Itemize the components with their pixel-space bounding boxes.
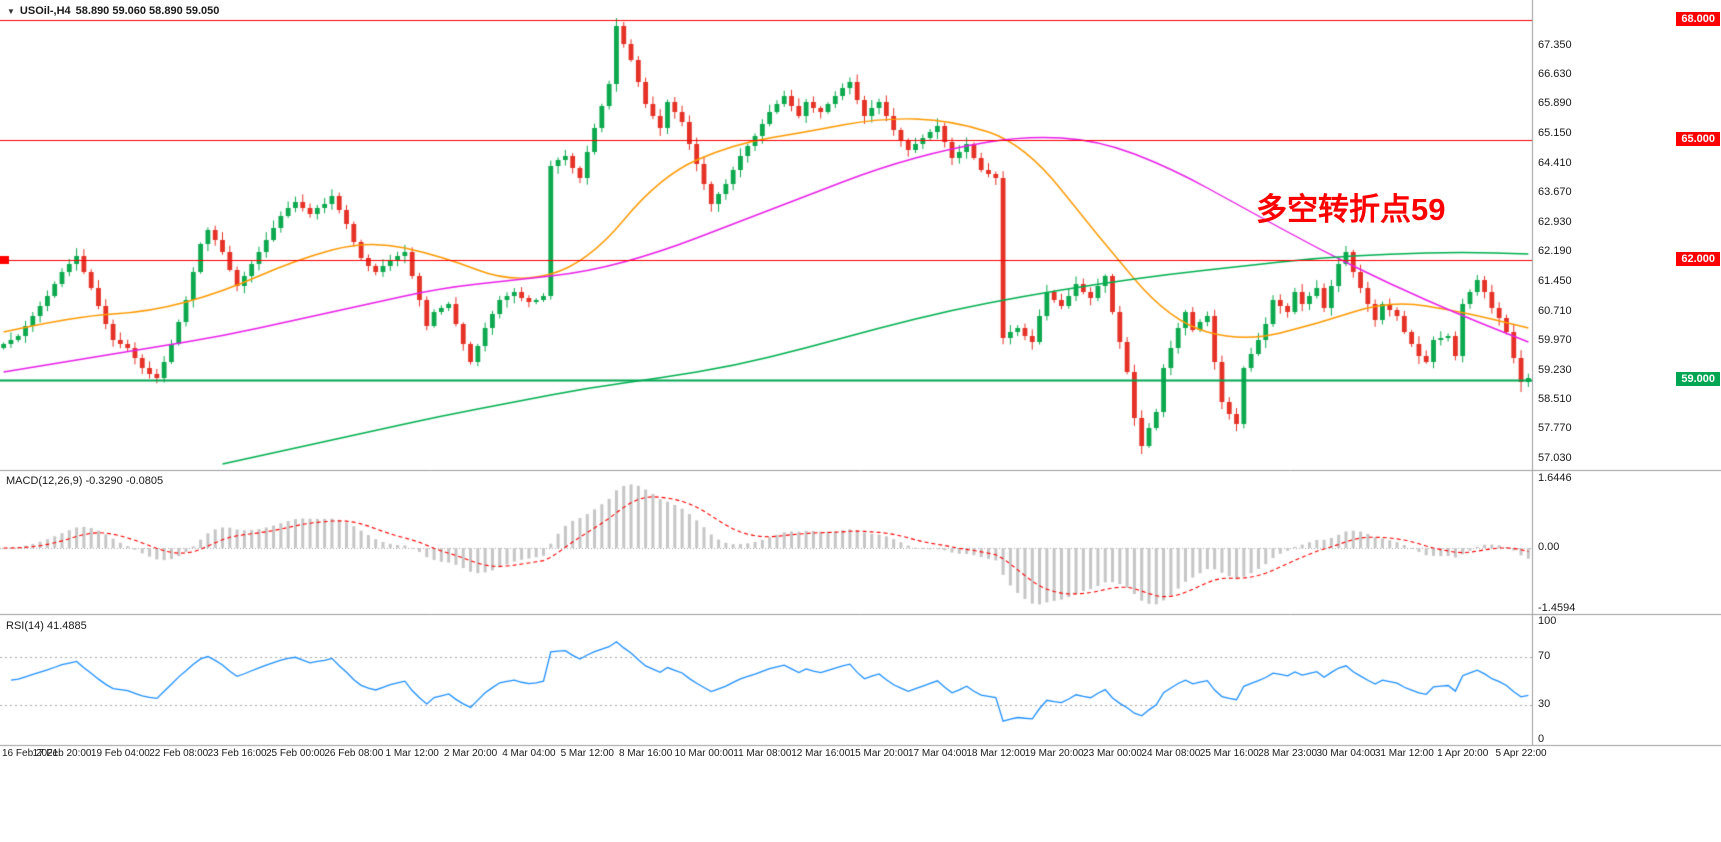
price-tick-label: 64.410 xyxy=(1538,156,1572,169)
time-tick-label: 5 Apr 22:00 xyxy=(1495,748,1547,759)
price-level-label: 68.000 xyxy=(1676,12,1720,26)
price-tick-label: 58.510 xyxy=(1538,392,1572,405)
time-tick-label: 18 Mar 12:00 xyxy=(966,748,1026,759)
macd-tick-label: 0.00 xyxy=(1538,541,1560,553)
time-tick-label: 15 Mar 20:00 xyxy=(849,748,909,759)
time-tick-label: 1 Mar 12:00 xyxy=(385,748,439,759)
time-tick-label: 28 Mar 23:00 xyxy=(1258,748,1318,759)
time-tick-label: 19 Feb 04:00 xyxy=(90,748,150,759)
time-tick-label: 24 Mar 08:00 xyxy=(1141,748,1201,759)
rsi-indicator-label: RSI(14) 41.4885 xyxy=(6,620,87,632)
macd-indicator-label: MACD(12,26,9) -0.3290 -0.0805 xyxy=(6,475,164,487)
time-tick-label: 12 Mar 16:00 xyxy=(791,748,851,759)
price-tick-label: 66.630 xyxy=(1538,67,1572,80)
rsi-tick-label: 100 xyxy=(1538,615,1557,627)
time-tick-label: 23 Feb 16:00 xyxy=(207,748,267,759)
time-tick-label: 10 Mar 00:00 xyxy=(674,748,734,759)
price-tick-label: 67.350 xyxy=(1538,39,1572,51)
symbol-dropdown-icon: ▼ xyxy=(7,6,15,16)
time-tick-label: 30 Mar 04:00 xyxy=(1316,748,1376,759)
time-tick-label: 23 Mar 00:00 xyxy=(1083,748,1142,759)
rsi-tick-label: 0 xyxy=(1538,733,1545,745)
price-tick-label: 65.890 xyxy=(1538,97,1572,110)
price-level-label: 59.000 xyxy=(1676,372,1720,386)
rsi-tick-label: 30 xyxy=(1538,697,1551,710)
time-tick-label: 4 Mar 04:00 xyxy=(502,748,556,759)
time-tick-label: 25 Mar 16:00 xyxy=(1199,748,1259,759)
time-tick-label: 22 Feb 08:00 xyxy=(149,748,209,759)
time-tick-label: 17 Mar 04:00 xyxy=(907,748,967,759)
time-tick-label: 17 Feb 20:00 xyxy=(32,748,92,759)
price-tick-label: 62.190 xyxy=(1538,245,1572,258)
macd-tick-label: 1.6446 xyxy=(1538,471,1572,484)
price-tick-label: 63.670 xyxy=(1538,186,1572,199)
time-tick-label: 11 Mar 08:00 xyxy=(733,748,792,759)
time-tick-label: 16 Feb 2021 xyxy=(2,748,59,759)
time-tick-label: 8 Mar 16:00 xyxy=(618,748,673,759)
chart-title: ▼ USOil-,H4 58.890 59.060 58.890 59.050 xyxy=(7,5,219,17)
time-tick-label: 2 Mar 20:00 xyxy=(443,748,498,759)
trader-annotation: 多空转折点59 xyxy=(1256,192,1446,227)
time-tick-label: 19 Mar 20:00 xyxy=(1024,748,1084,759)
time-tick-label: 31 Mar 12:00 xyxy=(1374,748,1434,759)
time-tick-label: 5 Mar 12:00 xyxy=(560,748,614,759)
price-level-label: 65.000 xyxy=(1676,132,1720,146)
price-tick-label: 59.970 xyxy=(1538,334,1572,347)
price-tick-label: 59.230 xyxy=(1538,363,1572,376)
time-tick-label: 1 Apr 20:00 xyxy=(1437,748,1489,759)
chart-ohlc-values: 58.890 59.060 58.890 59.050 xyxy=(75,5,220,17)
price-level-label: 62.000 xyxy=(1676,252,1720,266)
time-tick-label: 25 Feb 00:00 xyxy=(265,748,325,759)
rsi-tick-label: 70 xyxy=(1538,650,1551,663)
price-tick-label: 62.930 xyxy=(1538,215,1572,228)
chart-symbol-period: USOil-,H4 xyxy=(19,5,71,17)
price-tick-label: 61.450 xyxy=(1538,275,1572,287)
time-tick-label: 26 Feb 08:00 xyxy=(324,748,384,759)
price-tick-label: 65.150 xyxy=(1538,127,1572,139)
price-tick-label: 57.770 xyxy=(1538,422,1572,435)
macd-tick-label: -1.4594 xyxy=(1538,602,1576,615)
price-tick-label: 60.710 xyxy=(1538,304,1572,317)
price-tick-label: 57.030 xyxy=(1538,451,1572,464)
